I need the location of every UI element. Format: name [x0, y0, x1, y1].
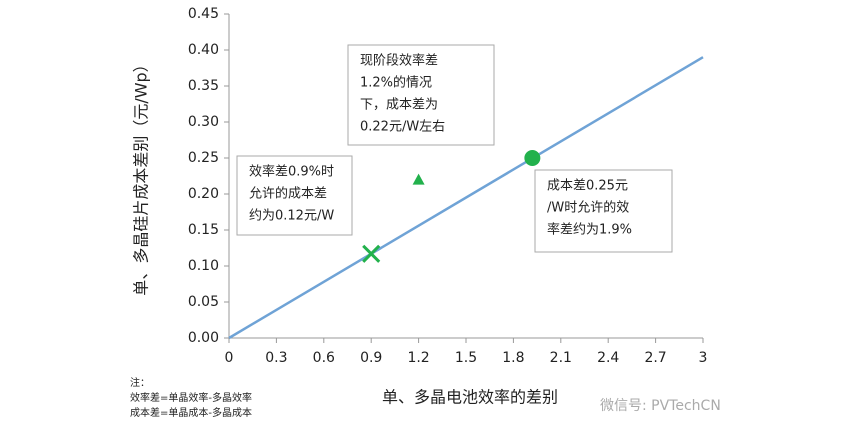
y-axis-label: 单、多晶硅片成本差别（元/Wp） [132, 56, 151, 295]
annotation-text: 效率差0.9%时 [249, 164, 334, 180]
annotation-text: 1.2%的情况 [360, 75, 432, 91]
x-tick-label: 1.8 [502, 350, 524, 366]
x-axis-label: 单、多晶电池效率的差别 [382, 388, 558, 407]
x-tick-label: 1.2 [407, 350, 429, 366]
x-tick-label: 0.6 [313, 350, 335, 366]
y-tick-label: 0.05 [188, 294, 219, 310]
annotation-text: 下，成本差为 [360, 98, 438, 113]
annotation-text: 允许的成本差 [249, 186, 327, 202]
y-tick-label: 0.00 [188, 330, 219, 346]
y-tick-label: 0.25 [188, 150, 219, 166]
x-tick-label: 2.1 [550, 350, 572, 366]
annotation-text: /W时允许的效 [547, 200, 629, 216]
x-tick-label: 3 [699, 350, 708, 366]
x-tick-label: 0.9 [360, 350, 382, 366]
note: 注： [130, 376, 150, 389]
y-tick-label: 0.30 [188, 114, 219, 130]
x-tick-label: 0 [225, 350, 234, 366]
annotation-text: 率差约为1.9% [547, 222, 632, 238]
annotation-box [534, 169, 673, 253]
note: 成本差=单晶成本-多晶成本 [130, 406, 252, 419]
y-tick-label: 0.20 [188, 186, 219, 202]
x-tick-label: 2.4 [597, 350, 619, 366]
watermark: 微信号: PVTechCN [600, 398, 721, 414]
y-tick-label: 0.45 [188, 6, 219, 22]
x-tick-label: 1.5 [455, 350, 477, 366]
x-tick-label: 0.3 [265, 350, 287, 366]
marker-triangle [412, 173, 425, 185]
annotation-box [347, 44, 495, 146]
annotation-text: 0.22元/W左右 [360, 120, 445, 135]
annotation-text: 成本差0.25元 [547, 179, 628, 194]
y-tick-label: 0.40 [188, 42, 219, 58]
y-tick-label: 0.15 [188, 222, 219, 238]
annotation-text: 现阶段效率差 [360, 53, 438, 69]
marker-x [362, 244, 381, 263]
data-line [228, 56, 704, 340]
annotation-text: 约为0.12元/W [249, 209, 334, 224]
note: 效率差=单晶效率-多晶效率 [130, 391, 252, 404]
annotation-box [236, 155, 353, 236]
x-tick-label: 2.7 [644, 350, 666, 366]
y-tick-label: 0.10 [188, 258, 219, 274]
y-tick-label: 0.35 [188, 78, 219, 94]
marker-circle [524, 150, 541, 166]
